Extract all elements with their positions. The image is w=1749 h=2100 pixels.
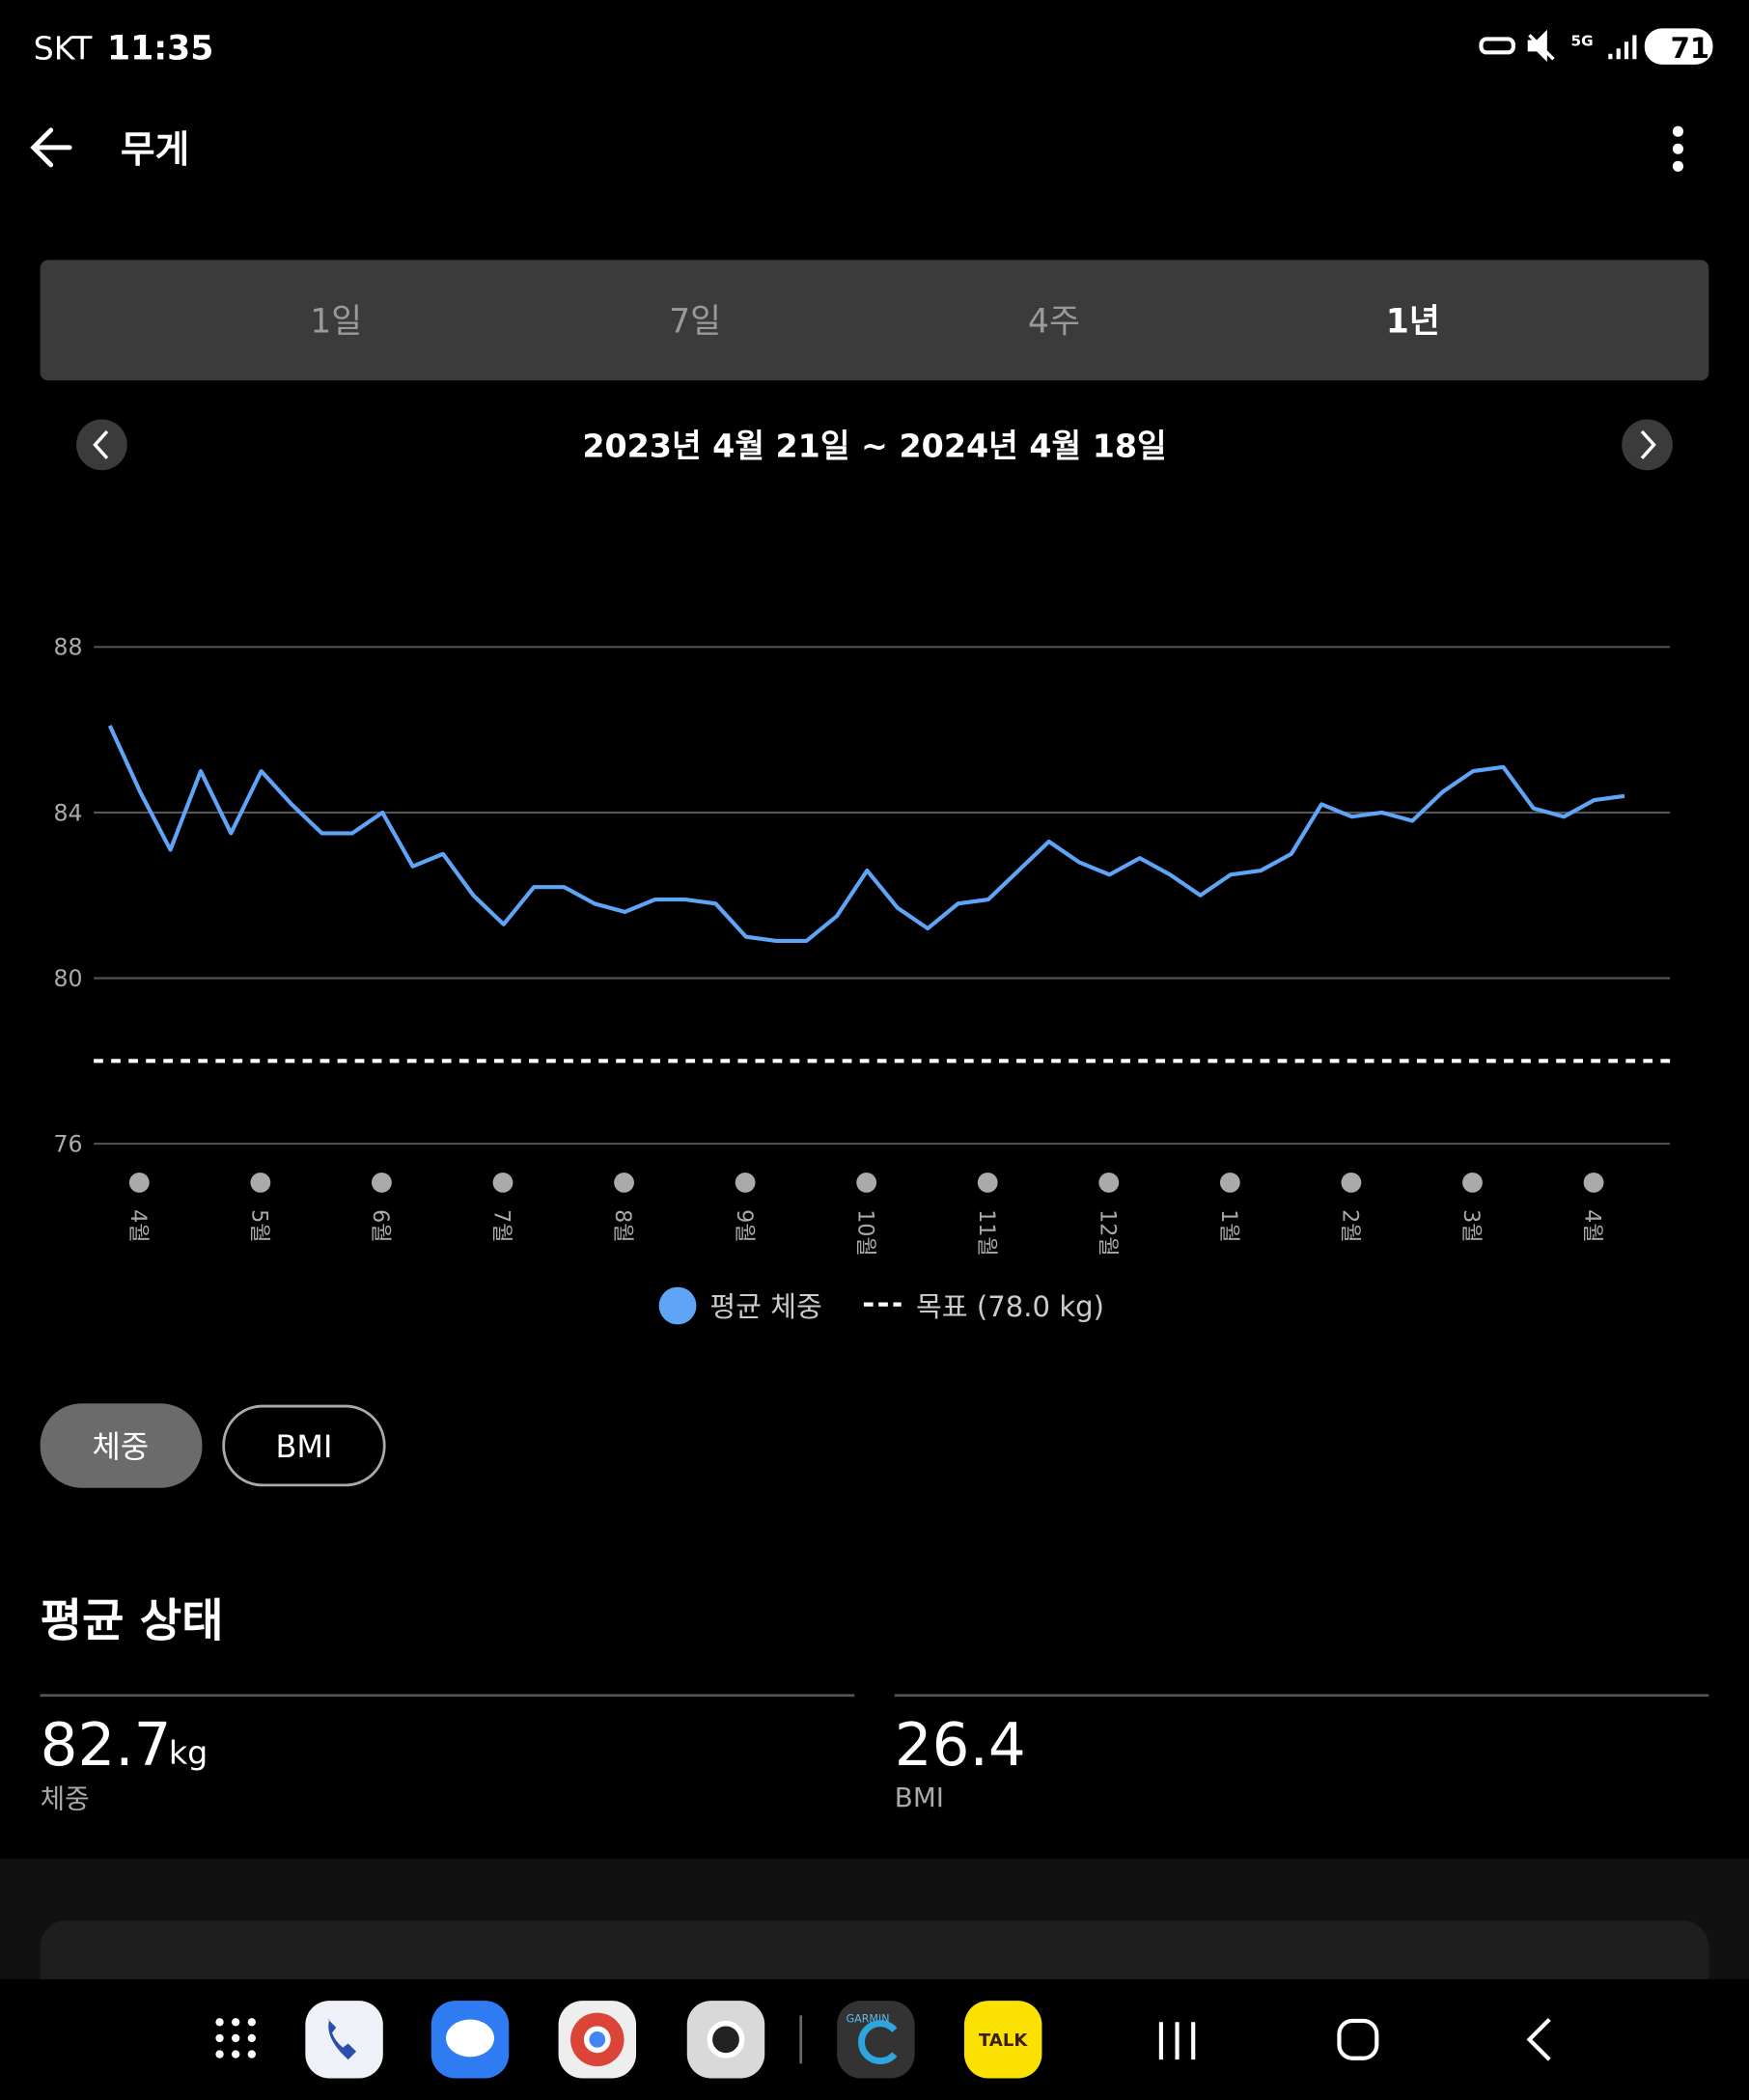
- signal-icon: [1608, 35, 1637, 60]
- battery-level: 71: [1671, 32, 1710, 65]
- apps-button[interactable]: [215, 2018, 257, 2059]
- legend-label: 평균 체중: [709, 1290, 821, 1323]
- weight-unit: kg: [169, 1734, 208, 1772]
- prev-arrow: [93, 429, 109, 459]
- phone-icon: [327, 2019, 357, 2060]
- legend-label: 목표 (78.0 kg): [916, 1290, 1104, 1323]
- x-tick-label: 8월: [610, 1209, 635, 1243]
- month-dot: [1583, 1172, 1604, 1193]
- kakaotalk-app[interactable]: [963, 2001, 1042, 2079]
- y-tick-label: 88: [53, 634, 82, 661]
- month-dot: [1462, 1172, 1483, 1193]
- tab[interactable]: 4주: [1028, 302, 1080, 341]
- x-tick-label: 6월: [368, 1209, 393, 1243]
- y-tick-label: 80: [53, 965, 82, 992]
- next-button[interactable]: [1622, 419, 1673, 471]
- x-tick-label: 2월: [1338, 1209, 1363, 1243]
- chrome-center: [583, 2026, 611, 2054]
- x-tick-label: 12월: [1095, 1209, 1120, 1257]
- clock: 11:35: [107, 29, 213, 68]
- tab[interactable]: 1년: [1386, 302, 1440, 341]
- nav-back-button[interactable]: [1526, 2018, 1551, 2061]
- month-dot: [1341, 1172, 1362, 1193]
- month-dot: [977, 1172, 998, 1193]
- x-tick-label: 11월: [974, 1209, 999, 1257]
- weight-value: 82.7: [41, 1711, 172, 1780]
- garmin-icon: [858, 2020, 898, 2064]
- month-dot: [1219, 1172, 1240, 1193]
- legend-swatch: [658, 1286, 697, 1325]
- tab[interactable]: 1일: [310, 302, 362, 341]
- toggle-bmi[interactable]: [222, 1404, 386, 1487]
- kakaotalk-label: TALK: [979, 2031, 1028, 2051]
- vpn-icon: [1479, 37, 1515, 55]
- month-dot: [735, 1172, 756, 1193]
- month-dot: [856, 1172, 877, 1193]
- phone-app[interactable]: [305, 2001, 383, 2079]
- x-tick-label: 9월: [732, 1209, 757, 1243]
- bmi-label: BMI: [895, 1782, 944, 1813]
- camera-icon: [707, 2020, 745, 2059]
- back-button[interactable]: [30, 127, 72, 168]
- x-tick-label: 1월: [1216, 1209, 1241, 1243]
- month-dot: [492, 1172, 514, 1193]
- mute-icon: [1527, 29, 1555, 63]
- month-dot: [372, 1172, 392, 1193]
- date-range: 2023년 4월 21일 ~ 2024년 4월 18일: [582, 427, 1166, 464]
- month-dot: [250, 1172, 271, 1193]
- x-tick-label: 3월: [1458, 1209, 1484, 1243]
- toggle-bmi-label: BMI: [276, 1428, 333, 1465]
- summary-title: 평균 상태: [41, 1595, 224, 1648]
- next-arrow: [1640, 429, 1656, 459]
- menu-button[interactable]: [1672, 125, 1684, 172]
- month-dot: [128, 1172, 150, 1193]
- x-tick-label: 4월: [125, 1209, 151, 1243]
- weight-label: 체중: [41, 1782, 90, 1814]
- toggle-weight[interactable]: [40, 1403, 203, 1488]
- garmin-app[interactable]: [837, 2001, 915, 2079]
- header-title: 무게: [121, 128, 189, 172]
- prev-button[interactable]: [76, 419, 127, 471]
- home-button[interactable]: [1337, 2018, 1379, 2060]
- month-dot: [1098, 1172, 1120, 1193]
- recents-button[interactable]: [1158, 2022, 1196, 2060]
- network-icon: 5G: [1570, 32, 1593, 49]
- tab[interactable]: 7일: [669, 302, 721, 341]
- x-tick-label: 4월: [1580, 1209, 1605, 1243]
- x-tick-label: 10월: [852, 1209, 877, 1257]
- tab-bar: [40, 260, 1709, 381]
- y-tick-label: 84: [53, 799, 82, 826]
- carrier: SKT: [34, 29, 93, 67]
- y-tick-label: 76: [53, 1130, 82, 1157]
- messages-icon: [446, 2019, 494, 2058]
- weight-line: [107, 725, 1625, 944]
- battery-icon: [1644, 28, 1713, 65]
- x-tick-label: 7월: [489, 1209, 514, 1243]
- bmi-value: 26.4: [895, 1711, 1026, 1780]
- toggle-weight-label: 체중: [93, 1428, 150, 1465]
- x-tick-label: 5월: [247, 1209, 272, 1243]
- month-dot: [614, 1172, 634, 1193]
